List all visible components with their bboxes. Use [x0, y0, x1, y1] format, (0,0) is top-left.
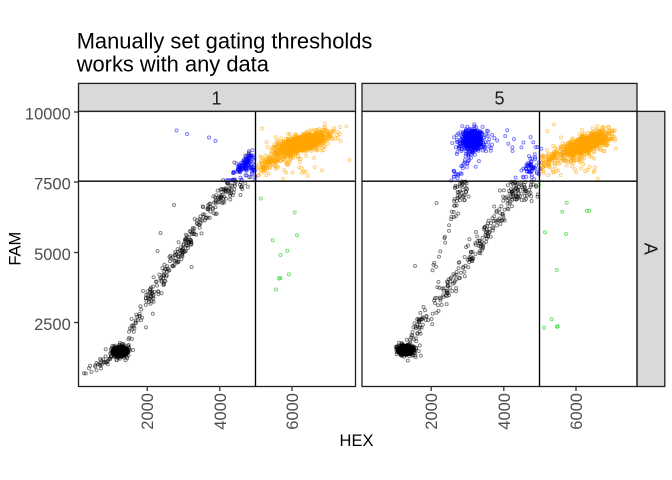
svg-text:5000: 5000 [34, 246, 71, 264]
svg-text:works with any data: works with any data [76, 51, 270, 76]
svg-text:Manually set gating thresholds: Manually set gating thresholds [77, 28, 373, 53]
svg-text:2500: 2500 [34, 316, 71, 334]
svg-text:4000: 4000 [496, 393, 514, 430]
svg-text:5: 5 [494, 88, 504, 108]
svg-text:HEX: HEX [340, 432, 374, 450]
svg-text:FAM: FAM [7, 232, 25, 266]
svg-text:7500: 7500 [34, 175, 71, 193]
svg-text:1: 1 [211, 88, 221, 108]
svg-text:6000: 6000 [284, 393, 302, 430]
svg-text:10000: 10000 [25, 105, 71, 123]
svg-text:2000: 2000 [423, 393, 441, 430]
svg-text:4000: 4000 [212, 393, 230, 430]
svg-text:2000: 2000 [139, 393, 157, 430]
svg-text:6000: 6000 [568, 393, 586, 430]
svg-text:A: A [640, 243, 660, 255]
